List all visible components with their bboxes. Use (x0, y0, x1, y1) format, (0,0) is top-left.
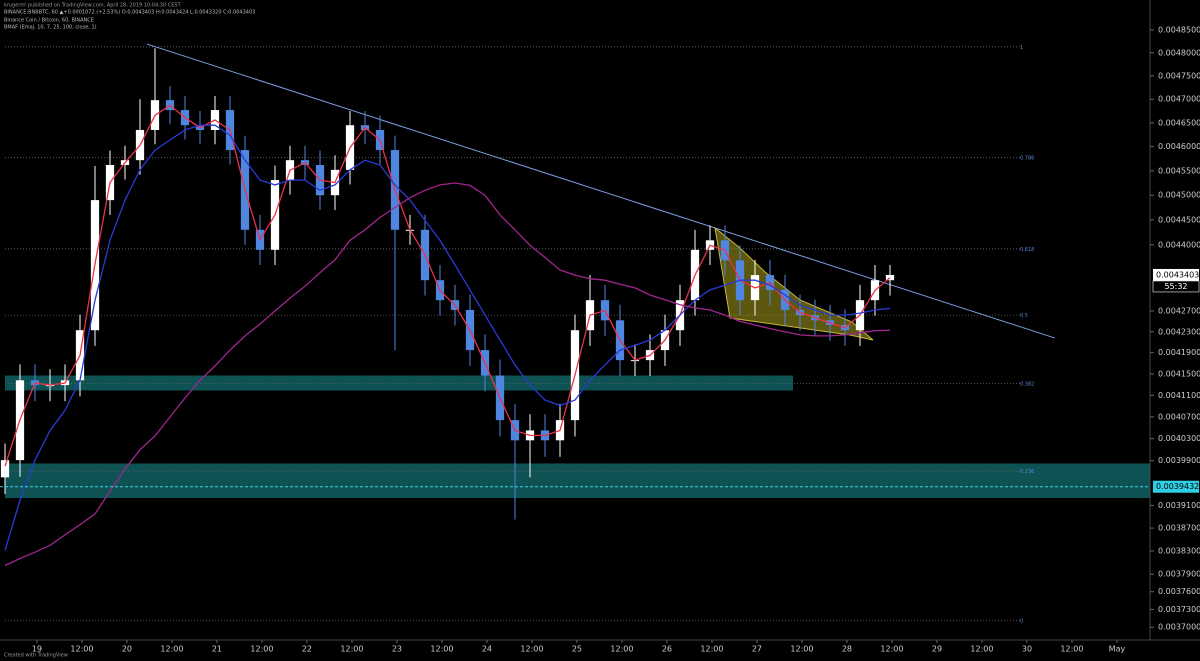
x-tick-label: 21 (212, 645, 222, 654)
x-tick-label: 25 (572, 645, 582, 654)
fib-label: 0.786 (1020, 156, 1034, 162)
support-zone (5, 375, 793, 391)
x-tick-label: 12:00 (70, 645, 93, 654)
y-tick-label: 0.0046500 (1158, 118, 1200, 127)
y-tick-label: 0.0038700 (1158, 524, 1200, 533)
x-tick-label: 12:00 (160, 645, 183, 654)
x-tick-label: 27 (752, 645, 762, 654)
y-tick-label: 0.0044000 (1158, 240, 1200, 249)
x-tick-label: 12:00 (790, 645, 813, 654)
countdown-box (1152, 280, 1200, 293)
alert-price-label: 0.0039432 (1156, 482, 1199, 491)
x-tick-label: 12:00 (610, 645, 633, 654)
moving-average (4, 104, 891, 467)
x-tick-label: 26 (662, 645, 672, 654)
footer: Created with TradingView (4, 653, 68, 659)
x-tick-label: 22 (302, 645, 312, 654)
fib-label: 0.618 (1020, 247, 1034, 253)
fib-label: 0 (1020, 619, 1023, 625)
x-tick-label: 12:00 (700, 645, 723, 654)
y-tick-label: 0.0048500 (1158, 25, 1200, 34)
x-tick-label: 20 (122, 645, 132, 654)
y-tick-label: 0.0045000 (1158, 191, 1200, 200)
fib-label: 0.382 (1020, 382, 1034, 388)
y-tick-label: 0.0041900 (1158, 348, 1200, 357)
fib-label: 1 (1020, 45, 1023, 51)
support-zone (5, 463, 1150, 499)
moving-average (4, 124, 891, 551)
instrument: Binance Coin / Bitcoin, 60, BINANCE (4, 18, 94, 24)
publisher: krugerrrr published on TradingView.com, … (4, 3, 182, 9)
y-tick-label: 0.0039900 (1158, 456, 1200, 465)
x-tick-label: 24 (482, 645, 492, 654)
x-tick-label: 12:00 (880, 645, 903, 654)
x-tick-label: 30 (1022, 645, 1032, 654)
x-tick-label: 12:00 (970, 645, 993, 654)
moving-average (4, 182, 891, 567)
y-tick-label: 0.0042300 (1158, 327, 1200, 336)
y-tick-label: 0.0045500 (1158, 166, 1200, 175)
x-tick-label: 12:00 (250, 645, 273, 654)
y-tick-label: 0.0041100 (1158, 391, 1200, 400)
y-tick-label: 0.0037300 (1158, 605, 1200, 614)
candle-body (885, 274, 895, 281)
y-tick-label: 0.0047500 (1158, 71, 1200, 80)
y-tick-label: 0.0037000 (1158, 623, 1200, 632)
symbol-line: BINANCE:BNBBTC, 60 ▲+0.0001072 (+2.53%) … (4, 10, 255, 16)
last-price-label: 0.0043403 (1156, 270, 1199, 279)
x-tick-label: 12:00 (430, 645, 453, 654)
y-tick-label: 0.0040700 (1158, 412, 1200, 421)
x-tick-label: 12:00 (520, 645, 543, 654)
y-tick-label: 0.0041500 (1158, 369, 1200, 378)
y-tick-label: 0.0040300 (1158, 434, 1200, 443)
y-tick-label: 0.0048000 (1158, 48, 1200, 57)
y-tick-label: 0.0046000 (1158, 142, 1200, 151)
last-price-box (1153, 268, 1199, 281)
trendline (146, 43, 1056, 339)
x-tick-label: May (1109, 645, 1126, 654)
countdown-label: 55:32 (1164, 282, 1187, 291)
x-tick-label: 23 (392, 645, 402, 654)
y-tick-label: 0.0042700 (1158, 306, 1200, 315)
fib-label: 0.5 (1020, 313, 1028, 319)
y-tick-label: 0.0038300 (1158, 547, 1200, 556)
x-tick-label: 12:00 (1060, 645, 1083, 654)
x-tick-label: 12:00 (340, 645, 363, 654)
y-tick-label: 0.0037600 (1158, 587, 1200, 596)
y-tick-label: 0.0037900 (1158, 570, 1200, 579)
x-tick-label: 28 (842, 645, 852, 654)
overlays: 1 0.786 0.618 0.5 0.382 0.236 0 (5, 43, 1150, 625)
fib-label: 0.236 (1020, 469, 1034, 475)
indicator: BMAF (Emaj, 10, 7, 25, 100, close, 1) (4, 25, 97, 31)
x-tick-label: 29 (932, 645, 942, 654)
candle-body (0, 460, 10, 478)
y-tick-label: 0.0044500 (1158, 215, 1200, 224)
y-tick-label: 0.0047000 (1158, 95, 1200, 104)
x-tick-label: 19 (32, 645, 42, 654)
y-tick-label: 0.0039100 (1158, 501, 1200, 510)
alert-price-box (1153, 480, 1199, 493)
